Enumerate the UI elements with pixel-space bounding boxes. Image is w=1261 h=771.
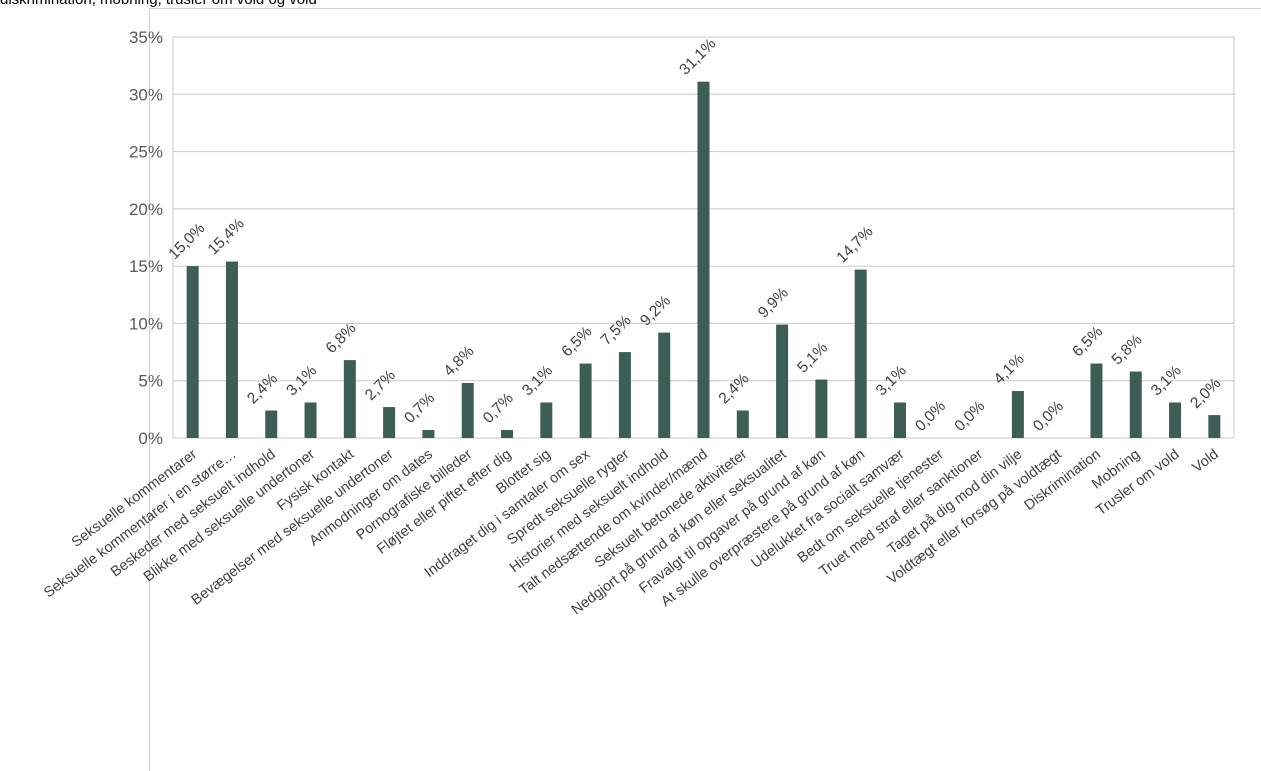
data-label: 15,0% — [165, 220, 208, 263]
data-label: 2,7% — [362, 367, 399, 404]
bar — [1090, 363, 1103, 438]
bar — [1129, 371, 1142, 438]
bar — [815, 379, 828, 438]
bar — [225, 261, 238, 438]
bar — [186, 266, 199, 438]
data-labels: 15,0%15,4%2,4% 3,1%6,8%2,7%0,7%4,8%0,7%3,… — [165, 35, 1224, 435]
bar — [461, 383, 474, 438]
bar — [736, 410, 749, 438]
x-tick-label: Vold — [1190, 446, 1222, 476]
y-tick-label: 30% — [129, 85, 163, 104]
data-label: 14,7% — [833, 223, 876, 266]
bar — [1208, 415, 1221, 438]
bar — [658, 332, 671, 438]
y-tick-label: 25% — [129, 143, 163, 162]
bar — [422, 429, 435, 438]
bar — [343, 360, 356, 438]
bar — [697, 81, 710, 438]
page-title: diskrimination, mobning, trusler om vold… — [0, 0, 317, 9]
y-tick-label: 15% — [129, 257, 163, 276]
bar — [304, 402, 317, 438]
bar — [893, 402, 906, 438]
data-label: 15,4% — [205, 215, 248, 258]
data-label: 6,8% — [323, 320, 360, 357]
data-label: 31,1% — [676, 35, 719, 78]
y-tick-label: 0% — [138, 429, 163, 448]
frame-border-top — [149, 8, 1261, 9]
data-label: 7,5% — [598, 312, 635, 349]
y-axis-ticks: 0% 5% 10% 15% 20% 25% 30% 35% — [129, 28, 163, 448]
y-tick-label: 10% — [129, 314, 163, 333]
bar — [579, 363, 592, 438]
data-label: 0,7% — [480, 390, 517, 427]
bar — [1011, 391, 1024, 438]
data-label: 0,0% — [951, 398, 988, 435]
bars — [186, 81, 1221, 438]
data-label: 6,5% — [558, 323, 595, 360]
frame-border-left — [149, 8, 150, 771]
data-label: 2,4% — [244, 370, 281, 407]
bar — [618, 352, 631, 438]
data-label: 4,1% — [991, 351, 1028, 388]
bar — [383, 407, 396, 438]
bar — [776, 324, 789, 438]
data-label: 4,8% — [441, 343, 478, 380]
data-label: 6,5% — [1069, 323, 1106, 360]
data-label: 5,1% — [794, 339, 831, 376]
data-label: 0,0% — [912, 398, 949, 435]
y-tick-label: 20% — [129, 200, 163, 219]
data-label: 0,7% — [401, 390, 438, 427]
bar — [854, 269, 867, 438]
data-label: 2,4% — [716, 370, 753, 407]
y-tick-label: 35% — [129, 28, 163, 47]
data-label: 0,0% — [1030, 398, 1067, 435]
bar — [1169, 402, 1182, 438]
bar — [501, 429, 514, 438]
y-tick-label: 5% — [138, 372, 163, 391]
bar — [540, 402, 553, 438]
data-label: 5,8% — [1109, 331, 1146, 368]
data-label: 9,9% — [755, 284, 792, 321]
bar — [265, 410, 278, 438]
